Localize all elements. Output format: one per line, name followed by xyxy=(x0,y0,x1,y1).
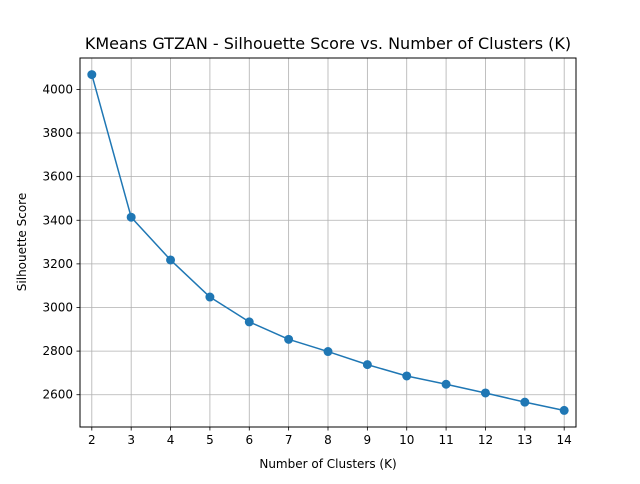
axis-ticks: 2 3 4 5 6 7 8 9 10 11 12 13 14 2600 2800 3000 3200 3400 36… xyxy=(42,82,571,447)
data-point xyxy=(480,388,490,398)
x-axis-label: Number of Clusters (K) xyxy=(259,457,396,471)
data-point xyxy=(126,212,136,222)
data-series xyxy=(87,70,569,415)
data-point xyxy=(284,334,294,344)
x-tick-label: 10 xyxy=(399,433,414,447)
data-point xyxy=(205,292,215,302)
x-tick-label: 9 xyxy=(364,433,372,447)
data-point xyxy=(362,360,372,370)
x-tick-label: 7 xyxy=(285,433,293,447)
x-tick-label: 13 xyxy=(517,433,532,447)
data-point xyxy=(323,347,333,357)
x-tick-label: 12 xyxy=(478,433,493,447)
chart-title: KMeans GTZAN - Silhouette Score vs. Numb… xyxy=(85,34,571,53)
x-tick-label: 6 xyxy=(245,433,253,447)
x-tick-label: 4 xyxy=(167,433,175,447)
y-tick-label: 3400 xyxy=(42,213,73,227)
data-point xyxy=(244,317,254,327)
data-point xyxy=(166,255,176,265)
x-tick-label: 3 xyxy=(127,433,135,447)
y-tick-label: 4000 xyxy=(42,82,73,96)
y-tick-label: 3800 xyxy=(42,126,73,140)
data-point xyxy=(402,371,412,381)
x-tick-label: 5 xyxy=(206,433,214,447)
x-tick-label: 11 xyxy=(438,433,453,447)
y-tick-label: 2800 xyxy=(42,344,73,358)
data-point xyxy=(559,405,569,415)
y-tick-label: 3600 xyxy=(42,170,73,184)
x-tick-label: 2 xyxy=(88,433,96,447)
data-point xyxy=(520,397,530,407)
y-tick-label: 3000 xyxy=(42,300,73,314)
data-point xyxy=(441,379,451,389)
x-tick-label: 8 xyxy=(324,433,332,447)
y-tick-label: 2600 xyxy=(42,388,73,402)
y-axis-label: Silhouette Score xyxy=(15,193,29,291)
y-tick-label: 3200 xyxy=(42,257,73,271)
x-tick-label: 14 xyxy=(557,433,572,447)
data-point xyxy=(87,70,97,80)
